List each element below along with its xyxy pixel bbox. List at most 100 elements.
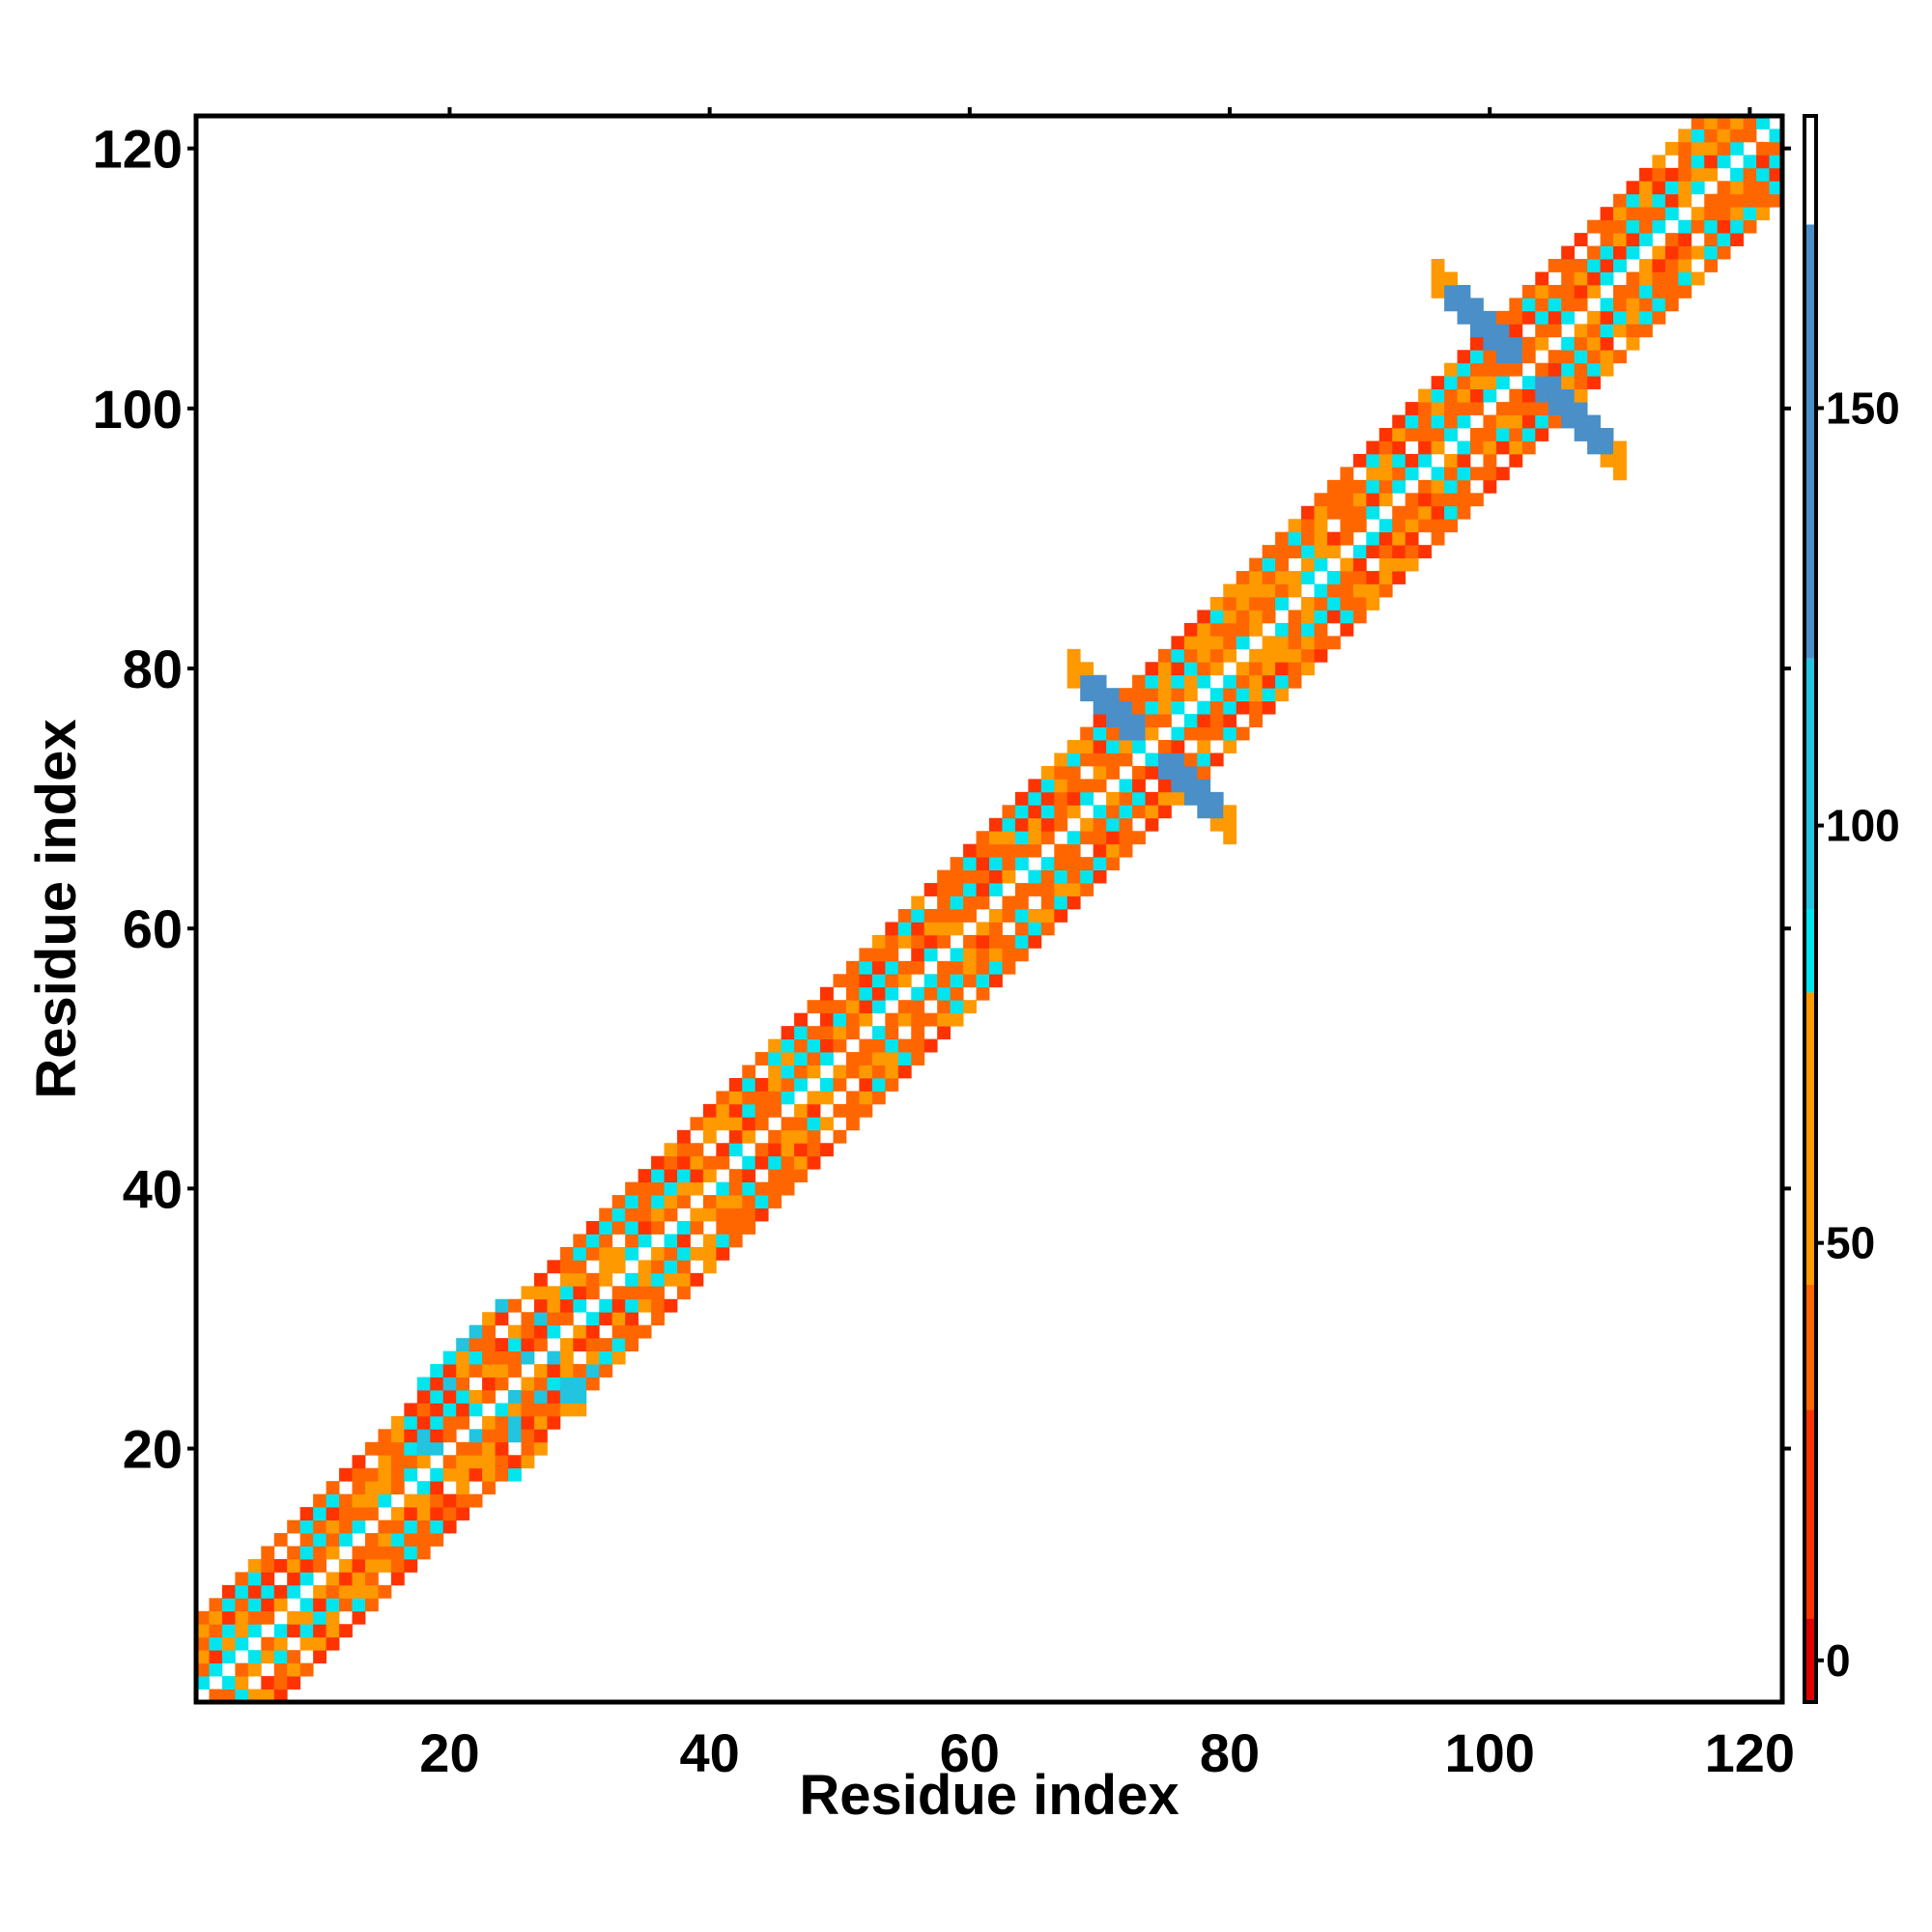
heatmap-cell — [976, 948, 990, 962]
heatmap-cell — [221, 1610, 236, 1625]
heatmap-cell — [1275, 688, 1289, 702]
heatmap-cell — [950, 895, 964, 910]
heatmap-cell — [963, 909, 977, 923]
heatmap-cell — [1664, 259, 1679, 272]
heatmap-cell — [573, 1324, 587, 1339]
heatmap-cell — [1209, 610, 1224, 624]
heatmap-cell — [196, 1662, 210, 1677]
heatmap-cell — [1288, 583, 1302, 598]
heatmap-cell — [1418, 402, 1433, 415]
heatmap-cell — [1249, 662, 1264, 676]
heatmap-cell — [1405, 428, 1419, 441]
heatmap-cell — [1561, 350, 1576, 364]
heatmap-cell — [235, 1610, 249, 1625]
heatmap-cell — [716, 1246, 730, 1261]
heatmap-cell — [781, 1038, 795, 1053]
heatmap-cell — [676, 1181, 691, 1196]
heatmap-cell — [1743, 155, 1757, 169]
heatmap-cell — [559, 1403, 574, 1417]
heatmap-cell — [1561, 310, 1576, 325]
heatmap-cell — [1352, 610, 1367, 624]
heatmap-cell — [794, 1169, 808, 1183]
heatmap-cell — [1054, 753, 1068, 767]
heatmap-cell — [1548, 350, 1562, 364]
heatmap-cell — [1469, 362, 1484, 377]
heatmap-cell — [1509, 402, 1523, 415]
heatmap-cell — [404, 1429, 418, 1443]
heatmap-cell — [1495, 376, 1510, 390]
heatmap-cell — [1730, 116, 1745, 129]
heatmap-cell — [728, 1169, 743, 1183]
heatmap-cell — [937, 922, 952, 936]
heatmap-cell — [1183, 662, 1198, 676]
heatmap-cell — [859, 1038, 873, 1053]
heatmap-cell — [1040, 765, 1055, 780]
heatmap-cell — [1600, 259, 1614, 272]
heatmap-cell — [261, 1558, 275, 1573]
heatmap-cell — [1314, 493, 1328, 507]
heatmap-cell — [950, 1000, 964, 1014]
heatmap-cell — [1326, 505, 1341, 520]
heatmap-cell — [1600, 324, 1614, 338]
heatmap-cell — [1145, 714, 1159, 727]
heatmap-cell — [416, 1507, 431, 1520]
heatmap-cell — [1236, 636, 1250, 650]
heatmap-cell — [1638, 284, 1653, 298]
heatmap-cell — [1431, 493, 1445, 507]
heatmap-cell — [625, 1298, 639, 1313]
heatmap-cell — [469, 1403, 483, 1417]
heatmap-cell — [1626, 336, 1640, 351]
heatmap-cell — [533, 1272, 548, 1287]
heatmap-cell — [1495, 428, 1510, 441]
heatmap-cell — [742, 1195, 756, 1208]
heatmap-cell — [1262, 688, 1276, 702]
heatmap-cell — [508, 1403, 522, 1417]
heatmap-cell — [1664, 298, 1679, 312]
heatmap-cell — [364, 1507, 379, 1520]
heatmap-cell — [611, 1195, 626, 1208]
heatmap-cell — [807, 1026, 821, 1039]
heatmap-cell — [1040, 922, 1055, 936]
heatmap-cell — [378, 1441, 392, 1456]
heatmap-cell — [1223, 583, 1237, 598]
heatmap-cell — [1080, 831, 1094, 845]
heatmap-cell — [664, 1143, 678, 1157]
heatmap-cell — [299, 1636, 314, 1651]
heatmap-cell — [521, 1312, 535, 1326]
heatmap-cell — [1444, 376, 1458, 390]
heatmap-cell — [728, 1221, 743, 1235]
heatmap-cell — [1236, 662, 1250, 676]
heatmap-cell — [820, 1117, 834, 1131]
heatmap-cell — [364, 1546, 379, 1560]
heatmap-cell — [1418, 428, 1433, 441]
heatmap-cell — [1587, 414, 1601, 429]
heatmap-cell — [1119, 688, 1133, 702]
heatmap-cell — [702, 1260, 717, 1274]
heatmap-cell — [521, 1389, 535, 1404]
heatmap-cell — [313, 1507, 327, 1520]
heatmap-cell — [1678, 271, 1692, 286]
heatmap-cell — [364, 1441, 379, 1456]
heatmap-cell — [1145, 688, 1159, 702]
heatmap-cell — [1678, 167, 1692, 182]
heatmap-cell — [547, 1350, 561, 1365]
heatmap-cell — [299, 1662, 314, 1677]
heatmap-cell — [313, 1558, 327, 1573]
heatmap-cell — [742, 1129, 756, 1144]
heatmap-cell — [1405, 545, 1419, 559]
heatmap-cell — [430, 1493, 444, 1508]
heatmap-cell — [1209, 791, 1224, 806]
heatmap-cell — [950, 948, 964, 962]
heatmap-cell — [1209, 817, 1224, 832]
heatmap-cell — [1769, 193, 1783, 208]
heatmap-cell — [1314, 622, 1328, 637]
heatmap-cell — [754, 1117, 769, 1131]
y-tick-label: 120 — [93, 119, 183, 180]
heatmap-cell — [1314, 648, 1328, 663]
heatmap-cell — [1119, 831, 1133, 845]
heatmap-cell — [1209, 662, 1224, 676]
heatmap-cell — [521, 1429, 535, 1443]
heatmap-cell — [1521, 284, 1536, 298]
heatmap-cell — [482, 1312, 496, 1326]
heatmap-cell — [897, 1065, 912, 1079]
